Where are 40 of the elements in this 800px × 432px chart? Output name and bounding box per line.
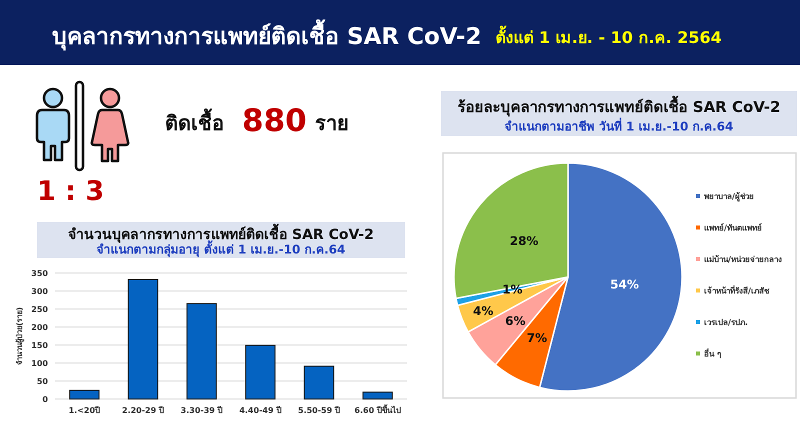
y-tick-label: 250	[31, 304, 48, 314]
legend-label: เวรเปล/รปภ.	[704, 318, 748, 327]
text: 1 : 3	[37, 176, 104, 207]
bar	[304, 366, 334, 400]
y-tick-label: 100	[31, 358, 48, 368]
text: ราย	[315, 111, 349, 135]
y-tick-label: 50	[36, 376, 48, 386]
chart-title: ร้อยละบุคลากรทางการแพทย์ติดเชื้อ SAR CoV-2	[458, 95, 780, 118]
x-tick-label: 6.60 ปีขึ้นไป	[354, 404, 401, 415]
x-tick-label: 1.<20ปี	[68, 405, 100, 415]
data-label: 7%	[526, 331, 548, 346]
x-tick-label: 4.40-49 ปี	[239, 405, 282, 415]
text: 880	[242, 103, 307, 139]
data-label: 4%	[473, 304, 494, 318]
y-tick-label: 300	[31, 286, 48, 296]
bar	[128, 278, 158, 400]
chart-subtitle: จำแนกตามอาชีพ วันที่ 1 เม.ย.-10 ก.ค.64	[504, 118, 734, 134]
data-label: 54%	[610, 277, 639, 292]
y-tick-label: 150	[31, 340, 48, 350]
bar	[362, 392, 393, 400]
bar	[245, 344, 276, 400]
y-tick-label: 350	[31, 268, 48, 278]
x-tick-label: 2.20-29 ปี	[122, 405, 164, 415]
bar	[69, 390, 100, 400]
legend-label: แม่บ้าน/หน่วยจ่ายกลาง	[704, 254, 782, 264]
y-tick-label: 0	[42, 394, 48, 404]
legend-label: แพทย์/ทันตแพทย์	[704, 222, 762, 232]
y-tick-label: 200	[31, 322, 48, 332]
legend-label: เจ้าหน้าที่รังสี/เภสัช	[704, 284, 770, 296]
data-label: 6%	[505, 314, 526, 328]
legend-label: พยาบาล/ผู้ช่วย	[704, 190, 754, 202]
x-tick-label: 5.50-59 ปี	[298, 405, 340, 415]
data-label: 1%	[502, 282, 523, 297]
data-label: 28%	[510, 234, 538, 248]
bar	[186, 303, 217, 400]
x-tick-label: 3.30-39 ปี	[180, 405, 223, 415]
text: ติดเชื้อ	[165, 108, 224, 135]
text: ตั้งแต่ 1 เม.ย. - 10 ก.ค. 2564	[495, 25, 722, 47]
legend-label: อื่น ๆ	[704, 347, 721, 358]
text: บุคลากรทางการแพทย์ติดเชื้อ SAR CoV-2	[52, 19, 482, 51]
